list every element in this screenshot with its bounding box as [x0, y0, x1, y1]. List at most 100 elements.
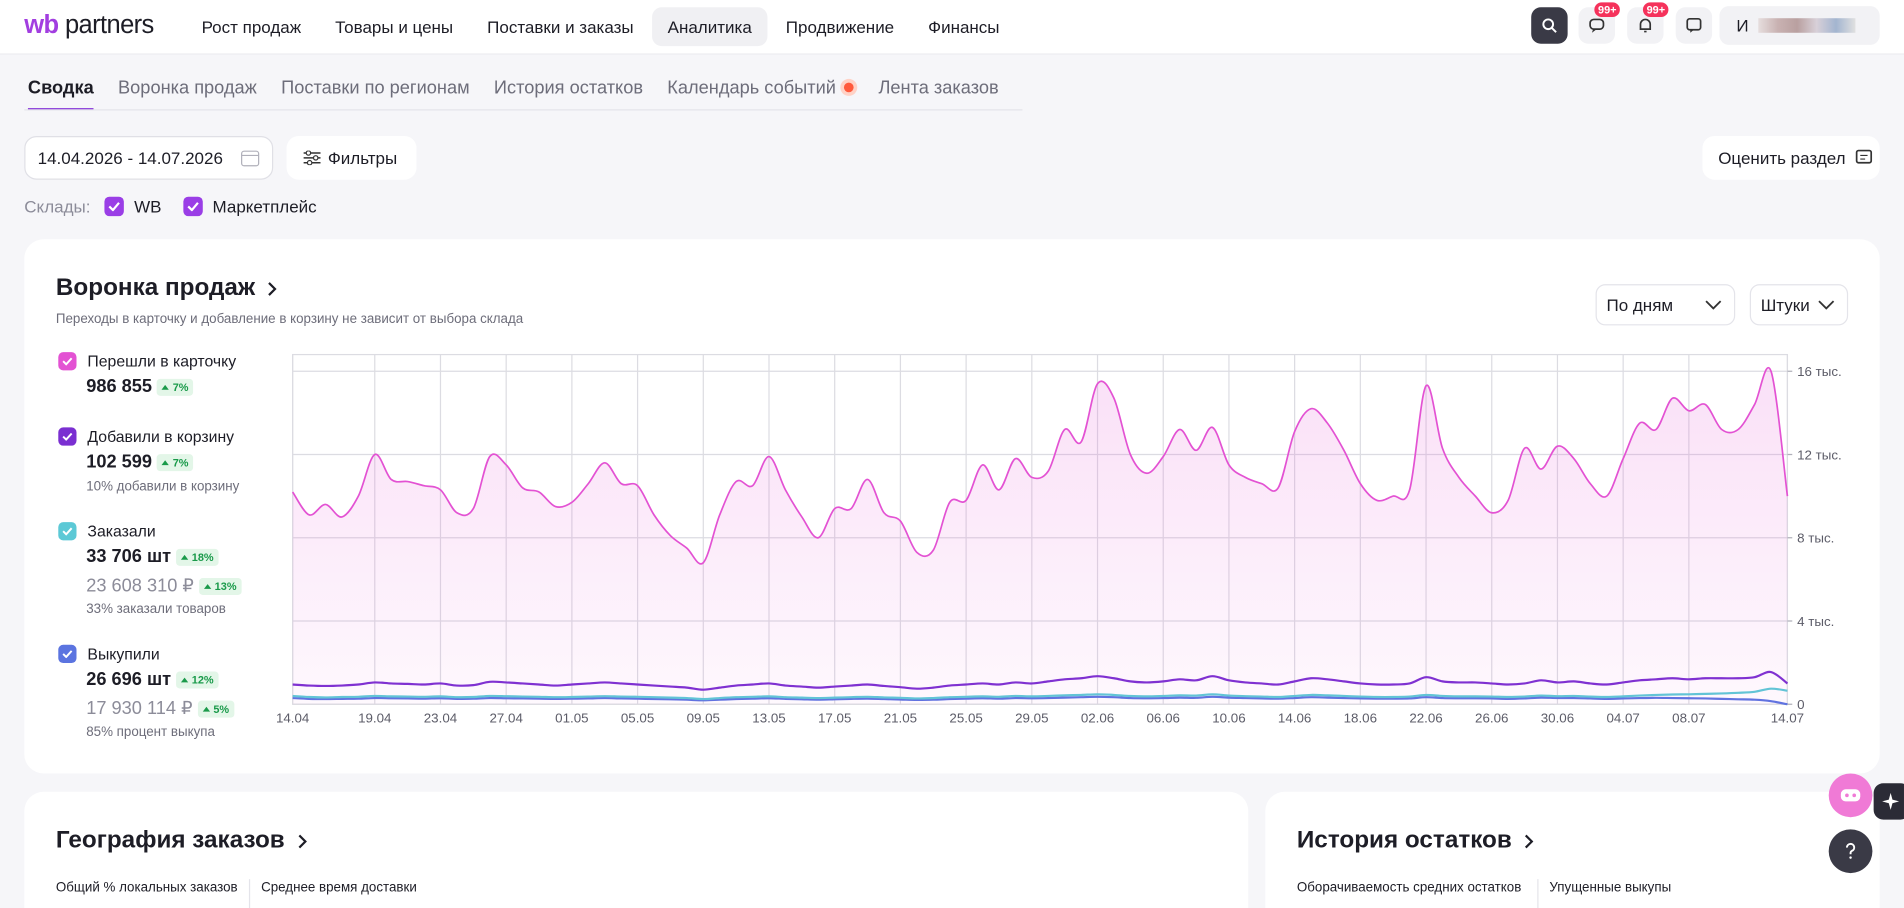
- date-picker[interactable]: 14.04.2026 - 14.07.2026: [24, 135, 274, 180]
- metric-note: 33% заказали товаров: [86, 602, 226, 617]
- bot-icon: [1840, 789, 1861, 802]
- legend-checkbox[interactable]: [58, 644, 77, 663]
- series-area: [292, 367, 1788, 705]
- ai-button[interactable]: [1873, 783, 1904, 820]
- nav-item[interactable]: Товары и цены: [335, 16, 454, 37]
- question-icon: [1845, 842, 1856, 859]
- tab[interactable]: Поставки по регионам: [281, 77, 470, 99]
- filters-button[interactable]: Фильтры: [286, 135, 417, 180]
- badge: 99+: [1594, 2, 1621, 17]
- warehouses: Склады: WB Маркетплейс: [24, 196, 317, 217]
- x-tick-label: 25.05: [949, 710, 982, 725]
- tab[interactable]: Лента заказов: [878, 77, 999, 99]
- tab[interactable]: Календарь событий: [667, 77, 855, 111]
- tab-label: Календарь событий: [667, 77, 836, 99]
- rate-button[interactable]: Оценить раздел: [1702, 135, 1880, 180]
- nav-item[interactable]: Поставки и заказы: [487, 16, 634, 37]
- period-select[interactable]: По дням: [1595, 284, 1736, 326]
- legend-checkbox[interactable]: [58, 427, 77, 446]
- filters-icon: [303, 150, 321, 166]
- funnel-subtitle: Переходы в карточку и добавление в корзи…: [55, 312, 524, 327]
- rate-icon: [1855, 149, 1872, 164]
- funnel-title[interactable]: Воронка продаж: [56, 274, 277, 302]
- assistant-button[interactable]: [1828, 773, 1873, 818]
- x-tick-label: 17.05: [818, 710, 851, 725]
- geography-stat: Общий % локальных заказов: [55, 880, 238, 895]
- geography-card: [24, 791, 1249, 908]
- logo-partners: partners: [64, 10, 154, 39]
- x-tick-label: 01.05: [555, 710, 588, 725]
- legend-label: Выкупили: [87, 644, 160, 663]
- x-tick-label: 30.06: [1541, 710, 1574, 725]
- x-tick-label: 18.06: [1344, 710, 1377, 725]
- logo-wb: wb: [24, 10, 59, 39]
- sparkle-icon: [1882, 792, 1900, 810]
- nav-item[interactable]: Аналитика: [651, 7, 768, 47]
- tab[interactable]: Воронка продаж: [118, 77, 257, 99]
- legend-checkbox[interactable]: [58, 352, 77, 371]
- chevron: [1525, 834, 1534, 848]
- metric-value: 102 599: [86, 451, 153, 473]
- user-menu[interactable]: И: [1719, 6, 1880, 45]
- metric: Добавили в корзину 102 599 7% 10% добавил…: [58, 427, 277, 522]
- x-tick-label: 23.04: [424, 710, 458, 725]
- tab[interactable]: История остатков: [493, 77, 644, 99]
- legend-checkbox[interactable]: [58, 522, 77, 541]
- x-tick-label: 05.05: [621, 710, 654, 725]
- divider: [248, 879, 251, 908]
- help-button[interactable]: [1675, 7, 1713, 44]
- x-tick-label: 13.05: [752, 710, 785, 725]
- geography-stat: Среднее время доставки: [261, 880, 417, 895]
- change-badge: 12%: [175, 671, 219, 689]
- legend-label: Заказали: [87, 522, 156, 541]
- change-badge: 7%: [156, 454, 194, 472]
- help-fab[interactable]: [1828, 829, 1873, 874]
- unit-select[interactable]: Штуки: [1749, 284, 1849, 326]
- stock-stat: Упущенные выкупы: [1549, 880, 1672, 895]
- search-button[interactable]: [1531, 7, 1568, 44]
- legend-label: Перешли в карточку: [87, 352, 237, 371]
- nav-item[interactable]: Финансы: [928, 16, 1000, 37]
- stock-stat: Оборачиваемость средних остатков: [1296, 880, 1522, 895]
- check: [109, 202, 121, 212]
- geography-title[interactable]: География заказов: [56, 827, 307, 855]
- metric-value-rub: 17 930 114 ₽: [86, 698, 193, 719]
- change-badge: 13%: [198, 577, 242, 595]
- check: [62, 527, 73, 536]
- stock-title-text: История остатков: [1296, 826, 1512, 854]
- x-tick-label: 10.06: [1212, 710, 1245, 725]
- x-tick-label: 27.04: [489, 710, 523, 725]
- nav-item[interactable]: Рост продаж: [201, 16, 302, 37]
- filters-label: Фильтры: [327, 148, 398, 168]
- main-nav: Рост продаж Товары и цены Поставки и зак…: [186, 7, 1016, 47]
- x-tick-label: 22.06: [1409, 710, 1442, 725]
- header: wb partners Рост продаж Товары и цены По…: [0, 0, 1904, 55]
- metric-note: 85% процент выкупа: [86, 724, 215, 740]
- funnel-title-text: Воронка продаж: [55, 274, 256, 302]
- legend-label: Добавили в корзину: [87, 427, 235, 446]
- series-line: [291, 367, 1789, 565]
- user-name: И: [1736, 15, 1749, 36]
- event-dot: [844, 82, 855, 93]
- checkbox[interactable]: [183, 196, 203, 217]
- date-range: 14.04.2026 - 14.07.2026: [37, 148, 223, 168]
- tabs-divider: [24, 109, 1023, 111]
- change: 18%: [191, 551, 214, 564]
- geography-title-text: География заказов: [55, 826, 285, 854]
- x-tick-label: 02.06: [1081, 710, 1114, 725]
- metric: Перешли в карточку 986 855 7%: [58, 352, 277, 427]
- y-tick-label: 0: [1797, 697, 1804, 712]
- checkbox[interactable]: [104, 196, 125, 217]
- nav-item[interactable]: Продвижение: [785, 16, 895, 37]
- tab[interactable]: Сводка: [27, 78, 94, 111]
- x-tick-label: 14.06: [1278, 710, 1311, 725]
- logo[interactable]: wb partners: [24, 10, 154, 40]
- check: [187, 202, 199, 212]
- x-tick-label: 14.07: [1771, 710, 1804, 725]
- metric-value: 33 706 шт: [86, 546, 172, 568]
- calendar-icon: [241, 150, 260, 167]
- x-tick-label: 29.05: [1015, 710, 1048, 725]
- stock-title[interactable]: История остатков: [1297, 827, 1534, 855]
